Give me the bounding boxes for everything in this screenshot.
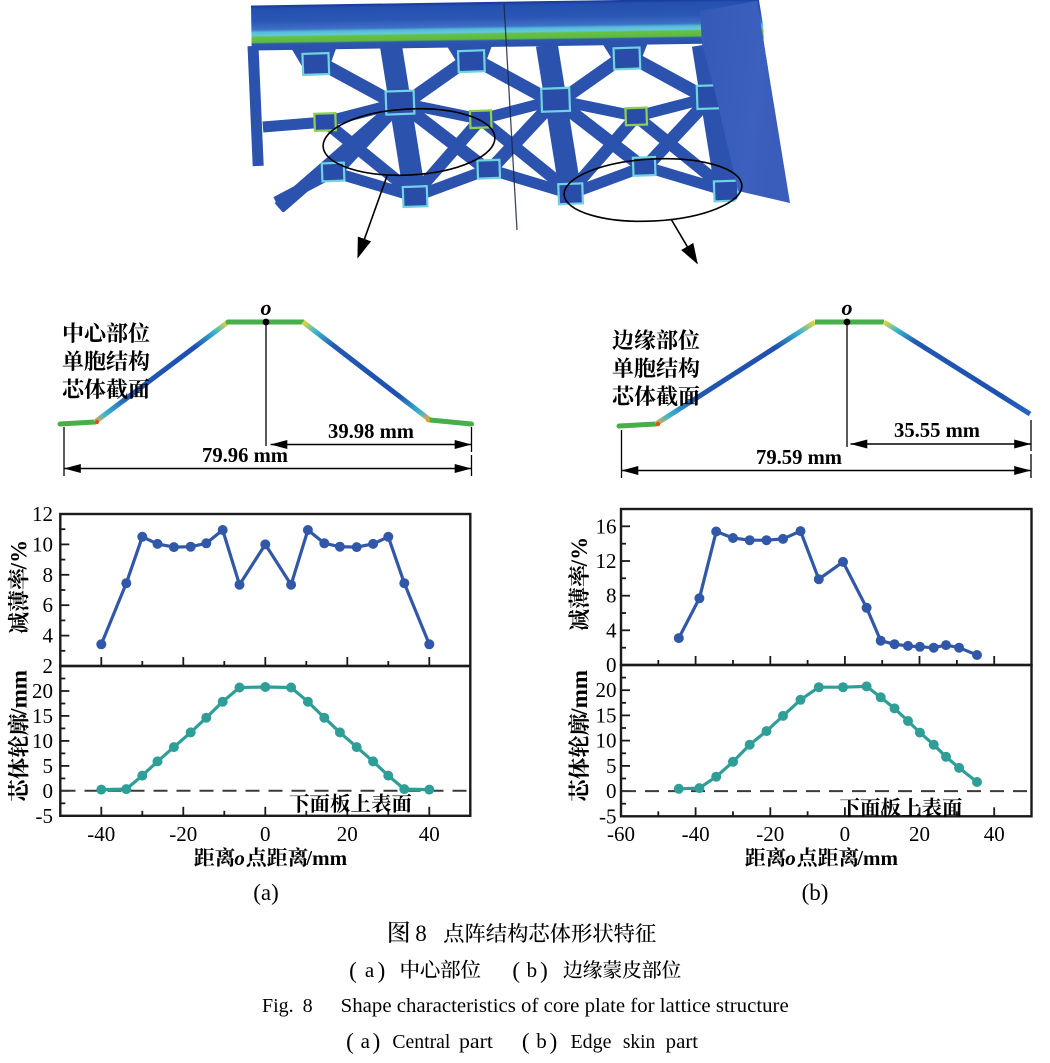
svg-text:part: part <box>459 1031 493 1053</box>
svg-text:20: 20 <box>596 678 617 702</box>
svg-text:79.96 mm: 79.96 mm <box>202 443 288 467</box>
svg-text:10: 10 <box>32 729 53 753</box>
svg-text:b: b <box>536 1029 547 1053</box>
svg-text:4: 4 <box>43 624 54 648</box>
svg-text:15: 15 <box>596 703 617 727</box>
svg-text:a: a <box>361 1029 371 1053</box>
svg-text:o: o <box>261 295 272 320</box>
svg-text:(: ( <box>346 1029 354 1054</box>
svg-text:): ) <box>540 958 548 983</box>
svg-text:skin: skin <box>623 1031 655 1053</box>
svg-text:20: 20 <box>909 822 930 846</box>
svg-text:(: ( <box>522 1029 530 1054</box>
svg-text:b: b <box>527 958 538 982</box>
svg-text:0: 0 <box>260 822 271 846</box>
svg-text:-60: -60 <box>607 822 635 846</box>
svg-text:8: 8 <box>606 584 617 608</box>
svg-text:(: ( <box>512 958 520 983</box>
svg-text:79.59 mm: 79.59 mm <box>756 445 842 469</box>
svg-text:-20: -20 <box>169 822 197 846</box>
svg-text:-40: -40 <box>87 822 115 846</box>
svg-text:Shape characteristics of core: Shape characteristics of core plate for … <box>341 995 789 1017</box>
svg-text:0: 0 <box>43 779 54 803</box>
svg-text:12: 12 <box>596 549 617 573</box>
svg-text:(: ( <box>349 958 357 983</box>
svg-text:20: 20 <box>337 822 358 846</box>
svg-text:15: 15 <box>32 704 53 728</box>
svg-text:0: 0 <box>606 653 617 677</box>
svg-text:-5: -5 <box>36 804 54 828</box>
svg-text:35.55 mm: 35.55 mm <box>894 418 980 442</box>
svg-text:/%: /% <box>7 540 32 570</box>
svg-text:/mm: /mm <box>567 670 592 716</box>
svg-text:0: 0 <box>840 822 851 846</box>
svg-text:/%: /% <box>567 537 592 567</box>
svg-text:o: o <box>785 846 796 870</box>
svg-text:40: 40 <box>984 822 1005 846</box>
svg-text:Edge: Edge <box>571 1031 612 1053</box>
svg-text:/mm: /mm <box>856 846 898 870</box>
svg-text:16: 16 <box>596 514 617 538</box>
svg-text:10: 10 <box>32 532 53 556</box>
svg-text:part: part <box>666 1031 699 1053</box>
svg-text:(a): (a) <box>253 880 279 905</box>
svg-text:12: 12 <box>32 502 53 526</box>
svg-text:8: 8 <box>43 563 54 587</box>
svg-text:Fig. 8: Fig. 8 <box>262 995 313 1017</box>
svg-text:6: 6 <box>43 593 54 617</box>
svg-text:): ) <box>550 1029 558 1054</box>
svg-text:-20: -20 <box>756 822 784 846</box>
svg-text:): ) <box>373 1029 381 1054</box>
svg-text:/mm: /mm <box>7 670 32 716</box>
svg-text:/mm: /mm <box>305 846 347 870</box>
svg-text:5: 5 <box>606 754 617 778</box>
svg-text:0: 0 <box>606 779 617 803</box>
svg-text:): ) <box>378 958 386 983</box>
svg-text:39.98 mm: 39.98 mm <box>328 419 414 443</box>
svg-text:(b): (b) <box>802 880 829 905</box>
svg-text:8: 8 <box>415 921 427 946</box>
svg-text:-5: -5 <box>599 804 617 828</box>
svg-text:2: 2 <box>43 654 54 678</box>
svg-text:Central: Central <box>392 1031 450 1053</box>
svg-text:10: 10 <box>596 729 617 753</box>
svg-text:5: 5 <box>43 754 54 778</box>
svg-text:4: 4 <box>606 618 617 642</box>
svg-text:40: 40 <box>419 822 440 846</box>
svg-text:-40: -40 <box>682 822 710 846</box>
svg-text:20: 20 <box>32 679 53 703</box>
svg-text:o: o <box>234 846 245 870</box>
svg-text:o: o <box>842 295 853 320</box>
svg-text:a: a <box>365 958 375 982</box>
